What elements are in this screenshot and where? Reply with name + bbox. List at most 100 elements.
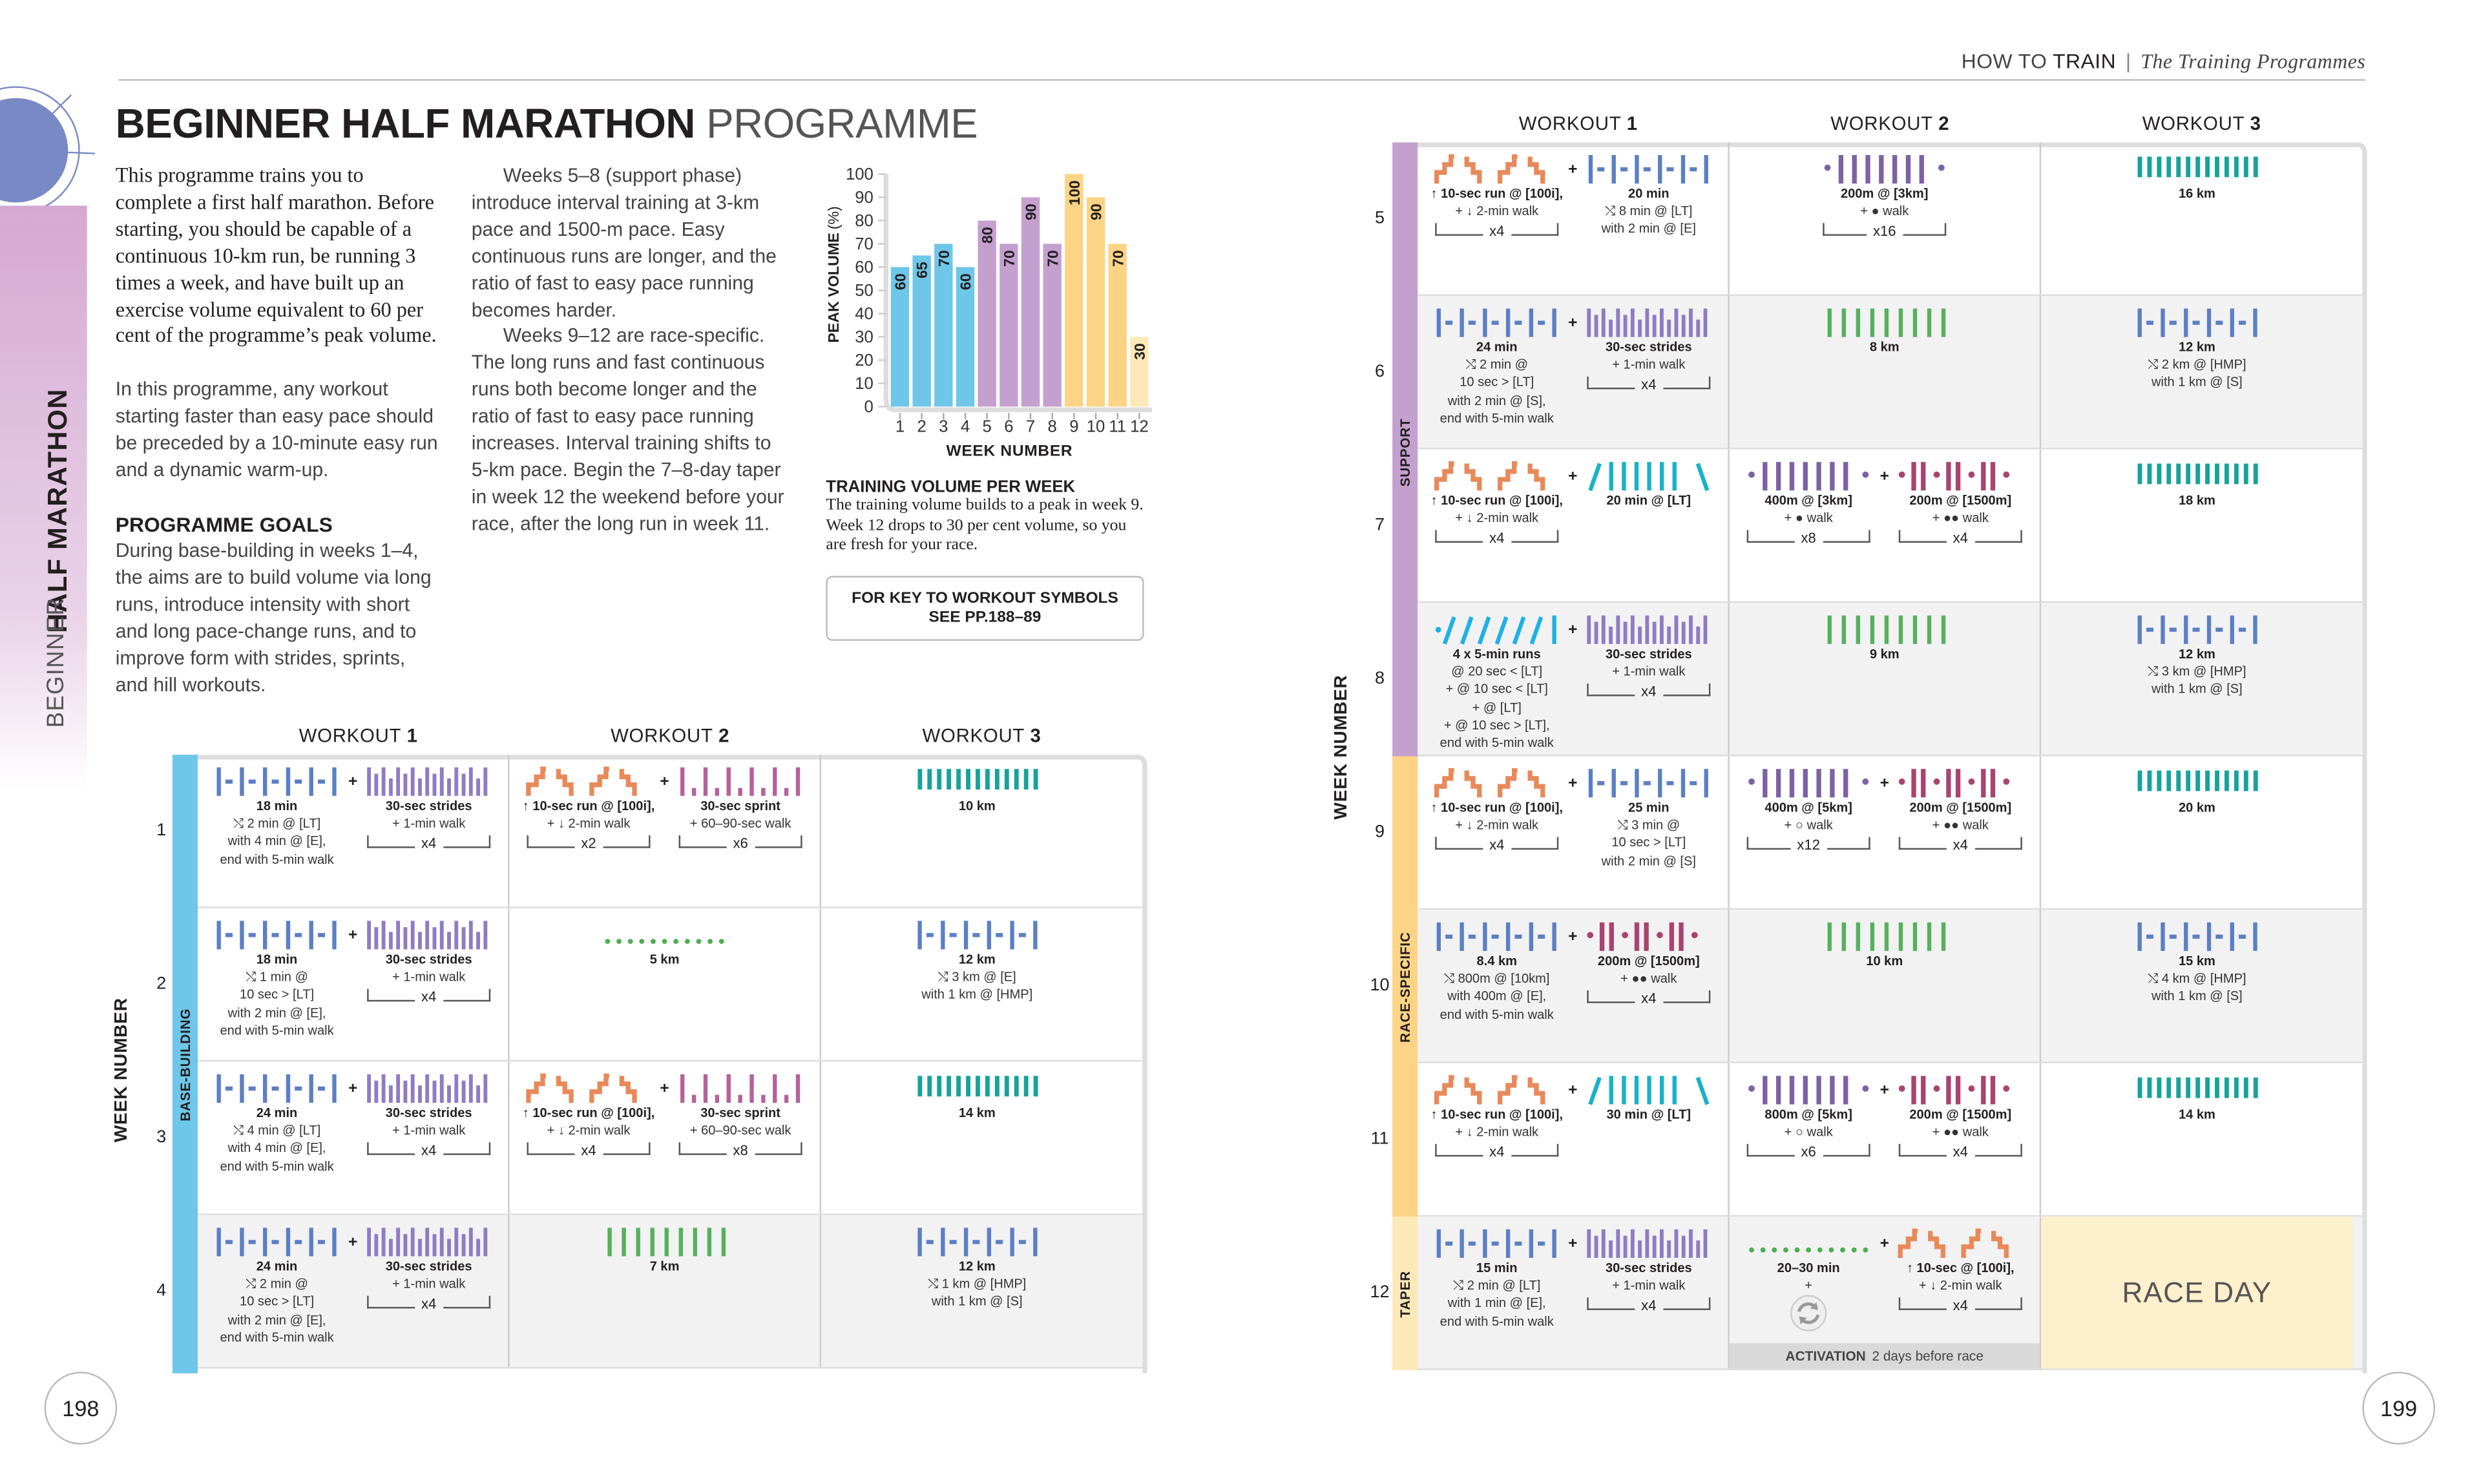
workout-cell[interactable]: ↑ 10-sec run @ [100i], + ↓ 2-min walk x2 +3… xyxy=(510,755,822,907)
workout-cell[interactable]: ↑ 10-sec run @ [100i], + ↓ 2-min walk x4 +3… xyxy=(1418,1063,1730,1215)
workout-cell[interactable]: ↑ 10-sec run @ [100i], + ↓ 2-min walk x4 +3… xyxy=(510,1061,822,1214)
workout-cell[interactable]: 4 x 5-min runs @ 20 sec < [LT] + @ 10 sec … xyxy=(1418,603,1730,755)
plus-sign: + xyxy=(1568,468,1578,486)
workout-cell[interactable]: 5 km xyxy=(510,908,822,1060)
workout-line: + @ 10 sec < [LT] xyxy=(1445,682,1548,697)
workout-part: 20 min ⤭ 8 min @ [LT] with 2 min @ [E] xyxy=(1579,154,1719,238)
workout-cell[interactable]: ↑ 10-sec run @ [100i], + ↓ 2-min walk x4 +2… xyxy=(1418,449,1730,601)
fartlek-icon xyxy=(1434,307,1560,339)
workout-cell[interactable]: RACE DAY xyxy=(2041,1217,2353,1369)
workout-cell[interactable]: 18 min ⤭ 2 min @ [LT] with 4 min @ [E], end… xyxy=(198,755,510,907)
workout-part: 30-sec strides + 1-min walk x4 xyxy=(359,919,499,1006)
workout-line: + ↓ 2-min walk xyxy=(1918,1279,2002,1293)
title-bold: BEGINNER HALF MARATHON xyxy=(115,99,696,147)
repeat-bracket: x4 xyxy=(367,1296,491,1313)
workout-line: 10 sec > [LT] xyxy=(1611,836,1686,851)
workout-cell[interactable]: 14 km xyxy=(821,1061,1133,1213)
hills-icon xyxy=(1434,154,1560,185)
workout-cell[interactable]: 20 km xyxy=(2041,757,2352,908)
workout-cell[interactable]: ↑ 10-sec run @ [100i], + ↓ 2-min walk x4 +2… xyxy=(1418,142,1730,295)
week-number: 1 xyxy=(156,820,167,840)
workout-cell[interactable]: 24 min ⤭ 2 min @ 10 sec > [LT] with 2 min @… xyxy=(1418,295,1730,448)
workout-cell[interactable]: 10 km xyxy=(1730,910,2042,1062)
workout-part: 15 km ⤭ 4 km @ [HMP] with 1 km @ [S] xyxy=(2078,921,2316,1005)
workout-line: + ↓ 2-min walk xyxy=(547,817,631,831)
y-tick-label: 80 xyxy=(855,212,874,230)
workout-cell[interactable]: 400m @ [3km] + ● walk x8 +200m @ [1500m] + ●… xyxy=(1730,449,2042,601)
title-light: PROGRAMME xyxy=(706,99,978,147)
workout-line: 30-sec strides xyxy=(385,1259,472,1274)
workout-cell[interactable]: 18 min ⤭ 1 min @ 10 sec > [LT] with 2 min @… xyxy=(198,908,510,1060)
repeat-bracket: x4 xyxy=(1435,530,1559,547)
workout-cell[interactable]: 400m @ [5km] + ○ walk x12 +200m @ [1500m] + … xyxy=(1730,756,2042,908)
workout-cell[interactable]: 800m @ [5km] + ○ walk x6 +200m @ [1500m] + ●… xyxy=(1730,1063,2042,1215)
easy-icon xyxy=(1745,1228,1872,1259)
workout-cell[interactable]: 24 min ⤭ 2 min @ 10 sec > [LT] with 2 min @… xyxy=(198,1215,510,1367)
workout-cell[interactable]: 9 km xyxy=(1730,603,2042,755)
week-number: 2 xyxy=(156,974,167,993)
repeat-count: x4 xyxy=(1946,1298,1974,1314)
repeat-bracket: x4 xyxy=(1587,377,1711,393)
workout-line: 30-sec strides xyxy=(1605,340,1692,355)
plus-sign: + xyxy=(1568,1235,1578,1253)
side-tab: HALF MARATHON BEGINNER xyxy=(0,205,87,791)
week-row: 24 min ⤭ 2 min @ 10 sec > [LT] with 2 min @… xyxy=(1418,295,2363,450)
workout-cell[interactable]: 18 km xyxy=(2041,450,2352,601)
workout-cell[interactable]: 10 km xyxy=(821,755,1133,906)
workout-line: 7 km xyxy=(649,1259,680,1274)
workout-cell[interactable]: 12 km ⤭ 1 km @ [HMP] with 1 km @ [S] xyxy=(821,1215,1133,1367)
bar-data-label: 70 xyxy=(1109,250,1126,267)
workout-label: WORKOUT xyxy=(2142,112,2245,135)
bar-data-label: 60 xyxy=(958,273,974,290)
workout-cell[interactable]: ↑ 10-sec run @ [100i], + ↓ 2-min walk x4 +2… xyxy=(1418,756,1730,908)
plus-sign: + xyxy=(1879,1082,1889,1100)
workout-cell[interactable]: 12 km ⤭ 3 km @ [E] with 1 km @ [HMP] xyxy=(821,908,1133,1060)
workout-line: 8 km xyxy=(1869,340,1900,355)
workout-line: with 1 min @ [E], xyxy=(1447,1296,1546,1311)
workout-cell[interactable]: 12 km ⤭ 3 km @ [HMP] with 1 km @ [S] xyxy=(2041,603,2352,755)
workout-line: + xyxy=(1805,1279,1813,1293)
strides-icon xyxy=(1586,614,1712,645)
repeat-count: x8 xyxy=(726,1143,755,1159)
workout-line: ⤭ 2 min @ xyxy=(246,1277,308,1291)
workout-label: WORKOUT xyxy=(1518,112,1621,135)
repeat-bracket: x4 xyxy=(1587,684,1711,700)
workout-part: 9 km xyxy=(1766,614,2003,663)
workout-line: + 1-min walk xyxy=(1612,665,1686,680)
workout-part: 20 min @ [LT] xyxy=(1579,461,1719,510)
y-tick-label: 0 xyxy=(864,398,874,416)
column-header-workout-3: WORKOUT 3 xyxy=(826,725,1137,747)
workout-cell[interactable]: 14 km xyxy=(2041,1063,2352,1215)
fartlek-icon xyxy=(914,919,1040,951)
y-tick-label: 10 xyxy=(855,375,874,393)
intro-column-2: Weeks 5–8 (support phase) introduce inte… xyxy=(472,163,788,538)
chart-caption-heading: TRAINING VOLUME PER WEEK xyxy=(826,477,1076,497)
workout-cell[interactable]: 8.4 km ⤭ 800m @ [10km] with 400m @ [E], end… xyxy=(1418,910,1730,1062)
workout-cell[interactable]: 8 km xyxy=(1730,295,2042,448)
workout-line: 400m @ [5km] xyxy=(1764,800,1852,815)
workout-cell[interactable]: 20–30 min + + ↑ 10-sec @ [100i], + ↓ 2-min w… xyxy=(1729,1217,2042,1369)
hills-icon xyxy=(1434,1074,1560,1106)
workout-cell[interactable]: 15 km ⤭ 4 km @ [HMP] with 1 km @ [S] xyxy=(2041,910,2352,1061)
week-row: ↑ 10-sec run @ [100i], + ↓ 2-min walk x4 +3… xyxy=(1418,1063,2363,1217)
goals-heading: PROGRAMME GOALS xyxy=(115,512,333,537)
bar-data-label: 70 xyxy=(1001,250,1018,267)
workout-cell[interactable]: 24 min ⤭ 4 min @ [LT] with 4 min @ [E], end… xyxy=(198,1061,510,1214)
workout-cell[interactable]: 7 km xyxy=(510,1215,822,1367)
plus-sign: + xyxy=(348,1080,358,1098)
week-number: 10 xyxy=(1370,975,1390,995)
workout-cell[interactable]: 12 km ⤭ 2 km @ [HMP] with 1 km @ [S] xyxy=(2041,296,2352,448)
header-rule xyxy=(118,79,2366,81)
hills-icon xyxy=(525,1072,652,1104)
repeat-count: x4 xyxy=(1946,530,1974,547)
steady-icon xyxy=(1821,614,1948,645)
workout-line: 20 min @ [LT] xyxy=(1606,494,1691,508)
week-number: 9 xyxy=(1375,822,1385,841)
repeat-count: x4 xyxy=(415,1143,443,1159)
bar-week-11 xyxy=(1108,244,1127,407)
workout-cell[interactable]: 15 min ⤭ 2 min @ [LT] with 1 min @ [E], end… xyxy=(1418,1217,1730,1369)
workout-line: ⤭ 800m @ [10km] xyxy=(1444,972,1550,987)
workout-part: 20 km xyxy=(2078,768,2316,817)
workout-cell[interactable]: 200m @ [3km] + ● walk x16 xyxy=(1730,142,2042,295)
workout-cell[interactable]: 16 km xyxy=(2041,142,2352,294)
